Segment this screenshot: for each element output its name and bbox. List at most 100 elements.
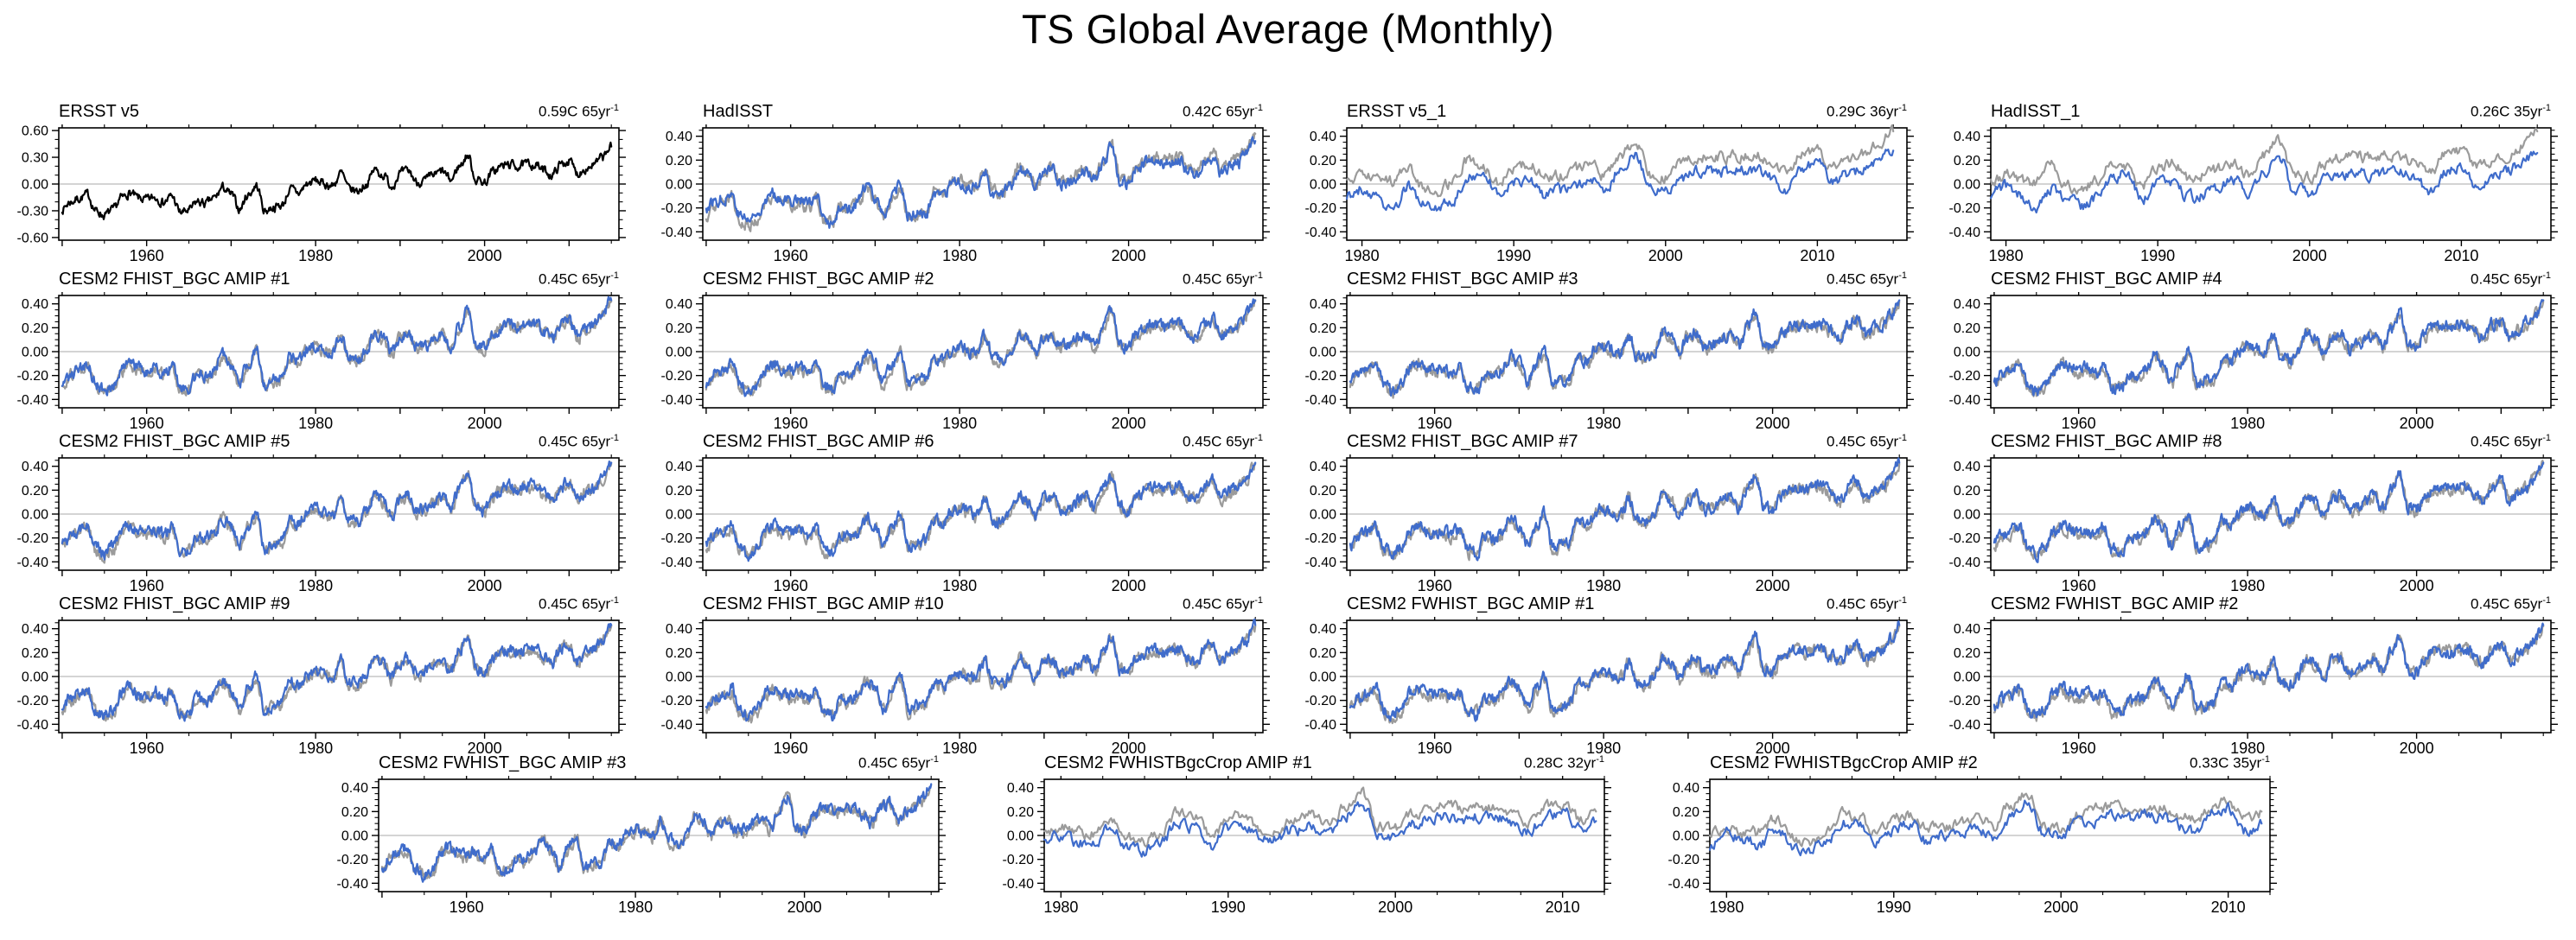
panel-title: ERSST v5_1 (1347, 102, 1447, 121)
svg-text:-0.20: -0.20 (1003, 853, 1035, 867)
svg-text:-0.40: -0.40 (661, 556, 693, 570)
panel-header: ERSST v5_1 0.29C 36yr-1 (1347, 102, 1907, 124)
svg-text:-0.40: -0.40 (661, 225, 693, 240)
svg-text:0.40: 0.40 (1954, 297, 1980, 312)
svg-text:1980: 1980 (942, 740, 977, 757)
panel-trend-label: 0.26C 35yr-1 (2471, 103, 2551, 120)
figure-title: TS Global Average (Monthly) (1021, 6, 1555, 52)
svg-text:1990: 1990 (1496, 247, 1531, 264)
svg-text:0.40: 0.40 (22, 622, 48, 637)
svg-text:-0.20: -0.20 (17, 369, 49, 384)
panel-header: CESM2 FWHISTBgcCrop AMIP #2 0.33C 35yr-1 (1710, 753, 2270, 776)
svg-text:1960: 1960 (2062, 740, 2096, 757)
svg-text:2000: 2000 (1112, 415, 1146, 432)
panel-plot-svg: 0.40 0.20 0.00 -0.20 -0.40 1960 1980 2000 (17, 292, 626, 432)
svg-text:0.60: 0.60 (22, 124, 48, 139)
svg-text:-0.20: -0.20 (17, 694, 49, 708)
panel-trend-label: 0.45C 65yr-1 (539, 433, 619, 450)
svg-text:1990: 1990 (2140, 247, 2175, 264)
svg-text:0.20: 0.20 (1310, 484, 1336, 499)
panel-trend-label: 0.42C 65yr-1 (1183, 103, 1263, 120)
svg-text:-0.40: -0.40 (661, 718, 693, 733)
svg-text:1960: 1960 (774, 577, 808, 594)
panel-plot-svg: 0.40 0.20 0.00 -0.20 -0.40 1960 1980 2000 (1305, 617, 1914, 757)
svg-text:1980: 1980 (1043, 899, 1078, 916)
svg-text:1980: 1980 (298, 247, 333, 264)
panel-plot-svg: 0.60 0.30 0.00 -0.30 -0.60 1960 1980 2000 (17, 124, 626, 264)
panel-header: CESM2 FHIST_BGC AMIP #4 0.45C 65yr-1 (1991, 270, 2551, 292)
svg-text:1980: 1980 (298, 415, 333, 432)
chart-panel: CESM2 FHIST_BGC AMIP #8 0.45C 65yr-1 0.40 0… (1932, 432, 2576, 594)
chart-panel: CESM2 FHIST_BGC AMIP #2 0.45C 65yr-1 0.40 0… (644, 270, 1288, 432)
svg-text:-0.40: -0.40 (1305, 225, 1337, 240)
svg-text:0.20: 0.20 (1954, 154, 1980, 168)
svg-text:0.40: 0.40 (1007, 781, 1034, 796)
panel-trend-label: 0.45C 65yr-1 (1827, 433, 1907, 450)
svg-text:0.00: 0.00 (22, 508, 48, 523)
chart-panel: ERSST v5 0.59C 65yr-1 0.60 0.30 0.00 -0.30 -0.… (0, 102, 644, 264)
svg-text:2000: 2000 (1112, 247, 1146, 264)
svg-text:-0.20: -0.20 (1305, 531, 1337, 546)
svg-text:1980: 1980 (1989, 247, 2024, 264)
svg-text:0.20: 0.20 (1310, 321, 1336, 336)
panel-trend-label: 0.45C 65yr-1 (2471, 270, 2551, 288)
svg-text:1980: 1980 (1586, 577, 1621, 594)
svg-text:-0.40: -0.40 (1003, 877, 1035, 892)
svg-text:0.00: 0.00 (1954, 508, 1980, 523)
svg-text:0.00: 0.00 (1954, 670, 1980, 685)
svg-text:0.00: 0.00 (1954, 346, 1980, 360)
svg-text:-0.20: -0.20 (1949, 201, 1981, 216)
svg-text:2000: 2000 (1378, 899, 1412, 916)
svg-text:-0.20: -0.20 (661, 531, 693, 546)
svg-text:-0.30: -0.30 (17, 204, 49, 219)
svg-text:1960: 1960 (774, 415, 808, 432)
panel-title: CESM2 FHIST_BGC AMIP #9 (59, 594, 290, 613)
chart-row: ERSST v5 0.59C 65yr-1 0.60 0.30 0.00 -0.30 -0.… (0, 102, 2576, 264)
chart-panel: CESM2 FHIST_BGC AMIP #5 0.45C 65yr-1 0.40 0… (0, 432, 644, 594)
svg-text:1990: 1990 (1211, 899, 1246, 916)
panel-plot-svg: 0.40 0.20 0.00 -0.20 -0.40 1980 1990 2000 2010 (1305, 124, 1914, 264)
panel-title: CESM2 FHIST_BGC AMIP #5 (59, 432, 290, 451)
panel-title: CESM2 FHIST_BGC AMIP #3 (1347, 270, 1578, 289)
svg-text:0.20: 0.20 (1007, 805, 1034, 820)
svg-text:0.40: 0.40 (666, 130, 692, 144)
panel-plot-svg: 0.40 0.20 0.00 -0.20 -0.40 1980 1990 2000 2010 (1668, 776, 2277, 916)
svg-text:0.20: 0.20 (1954, 484, 1980, 499)
chart-panel: CESM2 FHIST_BGC AMIP #1 0.45C 65yr-1 0.40 0… (0, 270, 644, 432)
panel-trend-label: 0.33C 35yr-1 (2190, 754, 2270, 772)
svg-text:1980: 1980 (1586, 415, 1621, 432)
svg-text:-0.40: -0.40 (337, 877, 369, 892)
svg-text:-0.40: -0.40 (1305, 556, 1337, 570)
svg-text:-0.20: -0.20 (661, 201, 693, 216)
panel-title: HadISST (703, 102, 774, 121)
svg-text:2010: 2010 (2211, 899, 2246, 916)
svg-text:0.00: 0.00 (1673, 829, 1699, 844)
svg-text:-0.20: -0.20 (1305, 369, 1337, 384)
svg-text:2000: 2000 (1112, 740, 1146, 757)
panel-trend-label: 0.45C 65yr-1 (539, 270, 619, 288)
svg-text:0.40: 0.40 (22, 460, 48, 474)
panel-header: CESM2 FHIST_BGC AMIP #7 0.45C 65yr-1 (1347, 432, 1907, 454)
panel-trend-label: 0.28C 32yr-1 (1524, 754, 1604, 772)
panel-trend-label: 0.45C 65yr-1 (1183, 270, 1263, 288)
svg-text:0.20: 0.20 (1310, 646, 1336, 661)
svg-text:-0.40: -0.40 (17, 718, 49, 733)
panel-plot-svg: 0.40 0.20 0.00 -0.20 -0.40 1980 1990 2000 2010 (1949, 124, 2558, 264)
chart-panel: CESM2 FHIST_BGC AMIP #9 0.45C 65yr-1 0.40 0… (0, 594, 644, 757)
svg-text:0.00: 0.00 (341, 829, 368, 844)
svg-text:-0.40: -0.40 (1668, 877, 1700, 892)
panel-plot-svg: 0.40 0.20 0.00 -0.20 -0.40 1960 1980 2000 (1305, 292, 1914, 432)
panel-title: CESM2 FHIST_BGC AMIP #4 (1991, 270, 2222, 289)
panel-trend-label: 0.45C 65yr-1 (858, 754, 939, 772)
chart-row: CESM2 FHIST_BGC AMIP #9 0.45C 65yr-1 0.40 0… (0, 594, 2576, 757)
chart-panel: CESM2 FWHIST_BGC AMIP #2 0.45C 65yr-1 0.40… (1932, 594, 2576, 757)
chart-panel: ERSST v5_1 0.29C 36yr-1 0.40 0.20 0.00 -0.20 -… (1288, 102, 1932, 264)
svg-text:-0.40: -0.40 (17, 556, 49, 570)
svg-text:0.00: 0.00 (666, 346, 692, 360)
svg-text:-0.40: -0.40 (17, 393, 49, 408)
svg-text:2000: 2000 (468, 247, 502, 264)
panel-title: CESM2 FWHISTBgcCrop AMIP #1 (1044, 753, 1312, 772)
svg-text:0.00: 0.00 (1310, 508, 1336, 523)
svg-text:-0.40: -0.40 (661, 393, 693, 408)
svg-text:0.20: 0.20 (666, 484, 692, 499)
